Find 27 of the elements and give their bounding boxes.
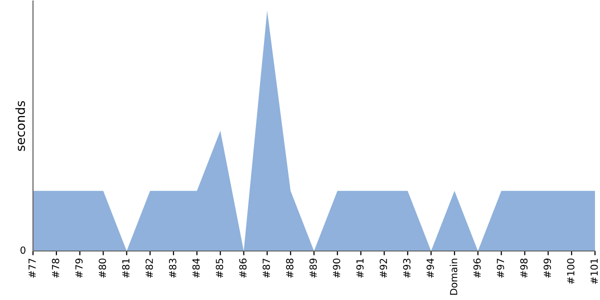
text: 0 bbox=[20, 246, 26, 254]
x-tick-label: #89 bbox=[309, 258, 317, 278]
x-tick-label: #80 bbox=[98, 258, 106, 278]
x-tick-label: #96 bbox=[473, 258, 481, 278]
x-tick-label: #78 bbox=[52, 258, 60, 278]
x-tick-label: #99 bbox=[544, 258, 551, 278]
y-axis-title: seconds bbox=[15, 101, 26, 151]
x-tick-label: #93 bbox=[403, 258, 410, 278]
x-tick-label: #77 bbox=[28, 258, 36, 278]
x-tick-label: #81 bbox=[122, 258, 130, 278]
x-tick-label: #94 bbox=[426, 258, 434, 278]
x-tick-label: #82 bbox=[146, 258, 153, 278]
x-tick-label: #91 bbox=[356, 258, 364, 278]
x-tick-label: #98 bbox=[520, 258, 528, 278]
x-tick-label: #85 bbox=[216, 258, 224, 278]
x-tick-label: #90 bbox=[332, 258, 340, 278]
x-tick-label: #97 bbox=[496, 258, 504, 278]
x-tick-label: #86 bbox=[239, 258, 247, 278]
x-tick-label: #92 bbox=[380, 258, 388, 278]
x-tick-label: #84 bbox=[192, 258, 200, 278]
x-tick-label: #83 bbox=[168, 258, 176, 278]
x-tick-label: #87 bbox=[262, 258, 270, 278]
x-tick-label: #101 bbox=[590, 258, 598, 284]
x-tick-label: Domain bbox=[450, 258, 458, 295]
x-tick-label: #79 bbox=[75, 258, 83, 278]
x-tick-label: #88 bbox=[286, 258, 294, 278]
x-tick-label: #100 bbox=[567, 258, 574, 284]
